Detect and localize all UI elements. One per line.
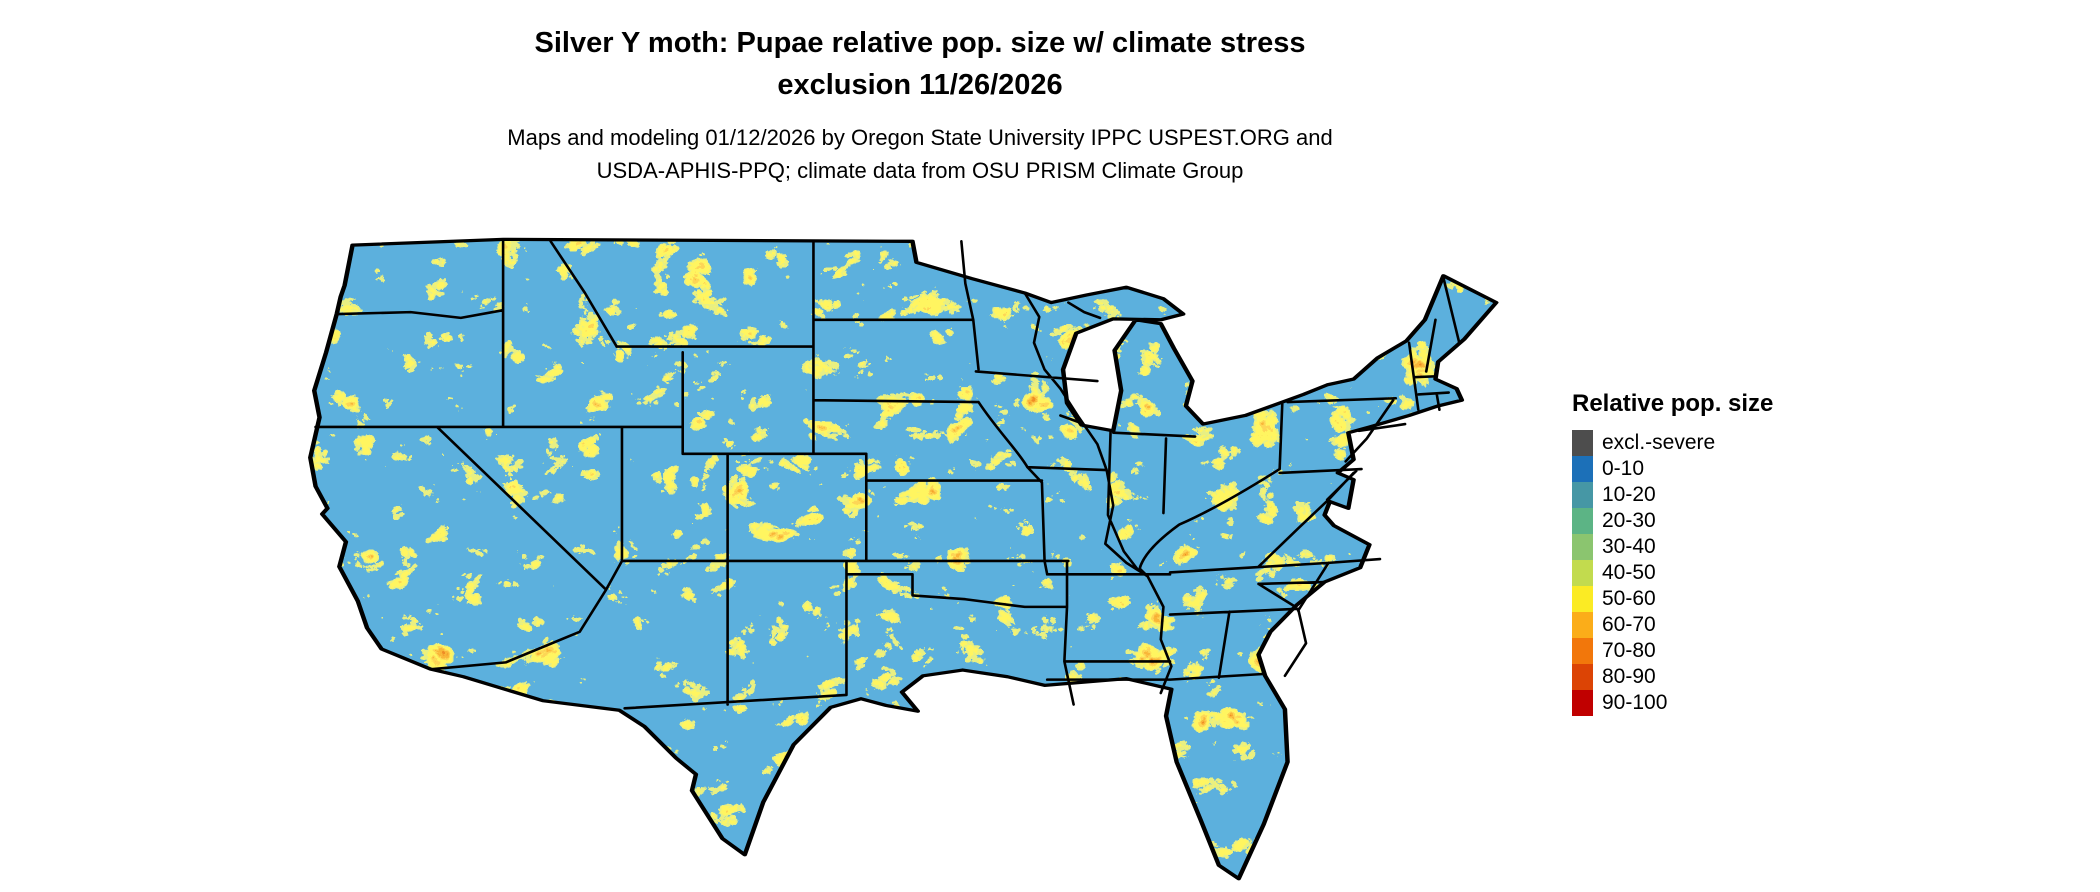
- us-map-svg: [305, 226, 1520, 886]
- legend-label: 50-60: [1602, 587, 1656, 610]
- legend-swatch: [1572, 534, 1593, 560]
- legend-swatch: [1572, 508, 1593, 534]
- legend-item: 30-40: [1572, 534, 1773, 560]
- legend-item: 40-50: [1572, 560, 1773, 586]
- legend-label: 40-50: [1602, 561, 1656, 584]
- legend-item: 0-10: [1572, 456, 1773, 482]
- legend-item: 60-70: [1572, 612, 1773, 638]
- legend-swatch: [1572, 638, 1593, 664]
- state-borders: [316, 241, 1460, 708]
- map-subtitle-line-1: Maps and modeling 01/12/2026 by Oregon S…: [507, 125, 1333, 151]
- legend-label: 60-70: [1602, 613, 1656, 636]
- legend-title: Relative pop. size: [1572, 390, 1774, 417]
- legend-label: 10-20: [1602, 483, 1656, 506]
- map-subtitle-line-2: USDA-APHIS-PPQ; climate data from OSU PR…: [596, 157, 1244, 183]
- legend-swatch: [1572, 690, 1593, 716]
- legend-swatch: [1572, 612, 1593, 638]
- legend-item: 10-20: [1572, 482, 1773, 508]
- legend-label: 90-100: [1602, 691, 1668, 714]
- map-title-line-1: Silver Y moth: Pupae relative pop. size …: [534, 27, 1306, 59]
- legend-swatch: [1572, 482, 1593, 508]
- map-subtitle: Maps and modeling 01/12/2026 by Oregon S…: [0, 122, 1840, 187]
- legend-swatch: [1572, 430, 1593, 456]
- legend-item: 50-60: [1572, 586, 1773, 612]
- legend-item: excl.-severe: [1572, 430, 1773, 456]
- legend-label: 0-10: [1602, 457, 1645, 480]
- legend-item: 20-30: [1572, 508, 1773, 534]
- legend-swatch: [1572, 456, 1593, 482]
- legend-item: 70-80: [1572, 638, 1773, 664]
- legend-label: 20-30: [1602, 509, 1656, 532]
- legend-swatch: [1572, 664, 1593, 690]
- legend-swatch: [1572, 560, 1593, 586]
- legend-items: excl.-severe 0-10 10-20 20-30 30-40 40-5…: [1572, 430, 1773, 716]
- legend-swatch: [1572, 586, 1593, 612]
- legend-item: 90-100: [1572, 690, 1773, 716]
- us-choropleth-map: [305, 226, 1520, 886]
- legend-item: 80-90: [1572, 664, 1773, 690]
- legend: Relative pop. size excl.-severe 0-10 10-…: [1572, 390, 1773, 716]
- map-title-line-2: exclusion 11/26/2026: [777, 69, 1063, 102]
- legend-label: 30-40: [1602, 535, 1656, 558]
- legend-label: excl.-severe: [1602, 431, 1716, 454]
- header: Silver Y moth: Pupae relative pop. size …: [0, 22, 1840, 187]
- legend-label: 70-80: [1602, 639, 1656, 662]
- legend-label: 80-90: [1602, 665, 1656, 688]
- population-raster: [310, 239, 1497, 879]
